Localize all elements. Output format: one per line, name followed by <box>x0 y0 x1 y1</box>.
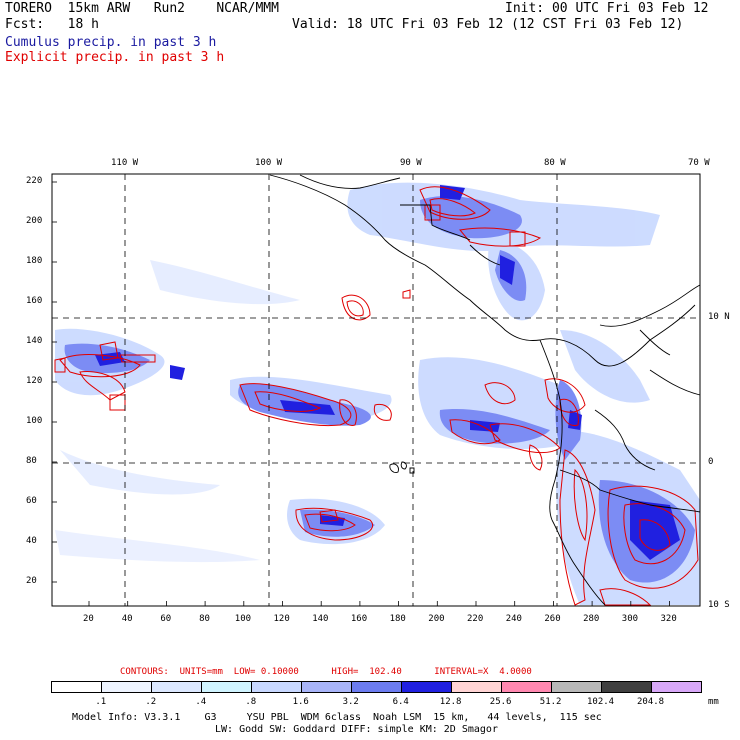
y-tick-label: 100 <box>26 416 43 426</box>
coastline <box>269 174 701 606</box>
physics-info: LW: Godd SW: Goddard DIFF: simple KM: 2D… <box>215 724 498 735</box>
x-tick-label: 60 <box>160 614 172 624</box>
colorbar-units: mm <box>708 697 719 707</box>
x-tick-label: 260 <box>544 614 561 624</box>
colorbar-swatch <box>501 681 552 693</box>
x-tick-label: 200 <box>428 614 445 624</box>
colorbar-swatch <box>351 681 402 693</box>
y-tick-label: 40 <box>26 536 37 546</box>
colorbar-label: 12.8 <box>439 697 462 707</box>
lon-label-80w: 80 W <box>544 158 566 168</box>
x-tick-label: 80 <box>199 614 210 624</box>
colorbar-label: 51.2 <box>539 697 562 707</box>
lon-label-100w: 100 W <box>255 158 283 168</box>
x-tick-label: 120 <box>273 614 290 624</box>
colorbar-label: 204.8 <box>637 697 665 707</box>
lat-label-10n: 10 N <box>708 312 730 322</box>
colorbar-label: .8 <box>245 697 257 707</box>
graticule <box>52 174 700 606</box>
colorbar-swatch <box>551 681 602 693</box>
colorbar-swatch <box>301 681 352 693</box>
axis-ticks <box>52 181 670 606</box>
explicit-legend: Explicit precip. in past 3 h <box>5 50 225 65</box>
colorbar-swatch <box>201 681 252 693</box>
colorbar-label: .2 <box>145 697 157 707</box>
contours-info: CONTOURS: UNITS=mm LOW= 0.10000 HIGH= 10… <box>120 667 532 677</box>
colorbar-swatch <box>601 681 652 693</box>
init-time: Init: 00 UTC Fri 03 Feb 12 <box>505 1 709 16</box>
y-tick-label: 80 <box>26 456 37 466</box>
y-tick-label: 200 <box>26 216 43 226</box>
colorbar-swatch <box>151 681 202 693</box>
colorbar-swatch <box>651 681 702 693</box>
x-tick-label: 320 <box>660 614 677 624</box>
colorbar-label: .4 <box>195 697 207 707</box>
colorbar-label: .1 <box>95 697 107 707</box>
colorbar-swatch <box>401 681 452 693</box>
colorbar-label: 25.6 <box>489 697 512 707</box>
colorbar-swatch <box>51 681 102 693</box>
plot-frame <box>51 173 701 607</box>
colorbar-swatch <box>101 681 152 693</box>
x-tick-label: 280 <box>583 614 600 624</box>
colorbar-swatch <box>251 681 302 693</box>
x-tick-label: 20 <box>83 614 94 624</box>
x-tick-label: 140 <box>312 614 329 624</box>
y-tick-label: 180 <box>26 256 43 266</box>
colorbar-label: 1.6 <box>292 697 309 707</box>
forecast-hour: Fcst: 18 h <box>5 17 99 32</box>
colorbar-label: 3.2 <box>342 697 359 707</box>
model-info: Model Info: V3.3.1 G3 YSU PBL WDM 6class… <box>72 712 602 723</box>
x-tick-label: 240 <box>505 614 522 624</box>
valid-time: Valid: 18 UTC Fri 03 Feb 12 (12 CST Fri … <box>292 17 684 32</box>
y-tick-label: 160 <box>26 296 43 306</box>
y-tick-label: 220 <box>26 176 43 186</box>
light-precip-fill <box>55 182 700 605</box>
x-tick-label: 40 <box>121 614 133 624</box>
y-tick-label: 60 <box>26 496 37 506</box>
y-tick-label: 20 <box>26 576 37 586</box>
lat-label-10s: 10 S <box>708 600 730 610</box>
model-title: TORERO 15km ARW Run2 NCAR/MMM <box>5 1 279 16</box>
x-tick-label: 220 <box>467 614 484 624</box>
lon-label-110w: 110 W <box>111 158 139 168</box>
colorbar-swatch <box>451 681 502 693</box>
x-tick-label: 300 <box>621 614 639 624</box>
colorbar-label: 6.4 <box>392 697 409 707</box>
x-tick-label: 100 <box>234 614 252 624</box>
x-tick-label: 160 <box>350 614 368 624</box>
lat-label-0: 0 <box>708 457 714 467</box>
y-tick-label: 140 <box>26 336 43 346</box>
explicit-precip-contours <box>54 186 699 606</box>
lon-label-70w: 70 W <box>688 158 710 168</box>
cumulus-legend: Cumulus precip. in past 3 h <box>5 35 217 50</box>
y-tick-label: 120 <box>26 376 43 386</box>
colorbar-label: 102.4 <box>587 697 615 707</box>
lon-label-90w: 90 W <box>400 158 422 168</box>
x-tick-label: 180 <box>389 614 406 624</box>
